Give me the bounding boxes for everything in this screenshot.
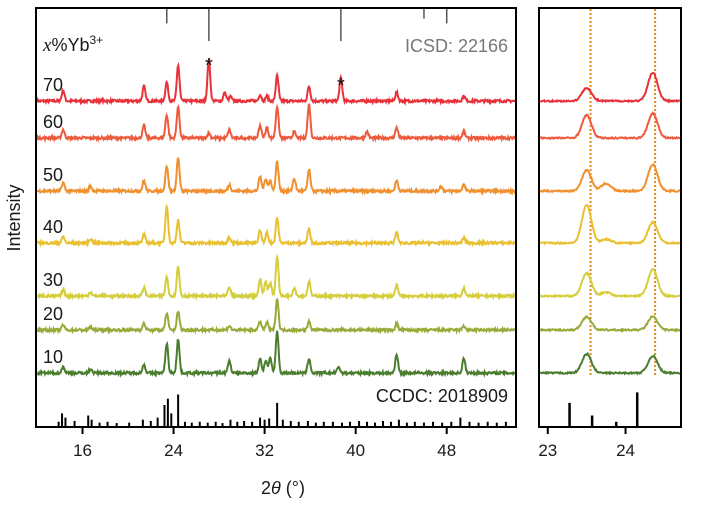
inset-series-30 [539, 268, 681, 299]
series-label-10: 10 [43, 347, 63, 367]
series-40 [36, 203, 516, 249]
x-tick-label-24: 24 [164, 441, 183, 460]
series-label-20: 20 [43, 304, 63, 324]
series-label-30: 30 [43, 270, 63, 290]
series-10 [36, 330, 516, 379]
series-30 [36, 253, 516, 302]
inset-series-60 [539, 110, 681, 141]
x-axis-title: 2θ (°) [261, 478, 305, 498]
inset-x-tick-label-24: 24 [616, 441, 635, 460]
inset-series-70 [539, 71, 681, 104]
main-panel-frame [35, 7, 517, 428]
bottom-reference-label: CCDC: 2018909 [376, 386, 508, 406]
series-label-60: 60 [43, 112, 63, 132]
impurity-asterisk-0: * [205, 55, 213, 77]
top-reference-label: ICSD: 22166 [405, 36, 508, 56]
impurity-asterisk-1: * [337, 75, 345, 97]
inset-x-tick-label-23: 23 [538, 441, 557, 460]
inset-panel-frame [538, 7, 682, 428]
x-tick-label-40: 40 [346, 441, 365, 460]
main-plot-area: 70 60 50 40 30 20 10 * * [36, 9, 516, 426]
inset-panel: 23 24 [538, 7, 682, 460]
series-label-70: 70 [43, 75, 63, 95]
inset-x-axis: 23 24 [538, 427, 635, 460]
inset-plot-area [539, 9, 681, 426]
series-label-50: 50 [43, 165, 63, 185]
x-tick-label-48: 48 [437, 441, 456, 460]
main-x-axis: 16 24 32 40 48 [73, 427, 456, 460]
series-label-40: 40 [43, 217, 63, 237]
inset-series-20 [539, 315, 681, 333]
x-tick-label-32: 32 [255, 441, 274, 460]
y-axis-title: Intensity [4, 184, 24, 251]
x-tick-label-16: 16 [73, 441, 92, 460]
inset-series-40 [540, 204, 681, 246]
series-70 [36, 58, 516, 107]
legend-title: x%Yb3+ [42, 33, 103, 56]
series-50 [36, 157, 516, 197]
series-60 [36, 103, 516, 144]
main-panel: 70 60 50 40 30 20 10 * * 16 24 32 40 48 x%Yb3+ ICSD:… [4, 7, 517, 498]
series-20 [36, 298, 516, 335]
inset-series-10 [539, 351, 681, 376]
inset-series-50 [539, 162, 681, 194]
